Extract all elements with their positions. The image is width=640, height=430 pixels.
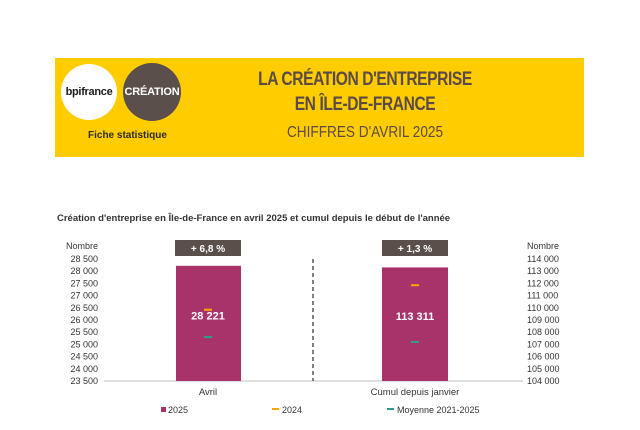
right-tick-label: 113 000: [527, 266, 559, 276]
bar-2025: [382, 267, 448, 381]
legend-swatch-2025: [161, 407, 166, 412]
left-tick-label: 28 500: [70, 254, 98, 264]
left-tick-label: 27 500: [70, 278, 98, 288]
creation-logo: CRÉATION: [123, 63, 181, 121]
bar-value-label: 28 221: [191, 310, 225, 322]
bar-value-label: 113 311: [396, 311, 435, 323]
right-tick-label: 106 000: [527, 352, 560, 362]
right-tick-label: 109 000: [527, 315, 560, 325]
right-tick-label: 107 000: [527, 339, 560, 349]
left-tick-label: 25 500: [70, 327, 98, 337]
right-tick-label: 104 000: [527, 376, 560, 386]
left-tick-label: 25 000: [70, 339, 98, 349]
right-tick-label: 111 000: [527, 291, 558, 301]
header-banner: bpifrance CRÉATION Fiche statistique LA …: [55, 58, 584, 157]
left-tick-label: 23 500: [70, 376, 98, 386]
right-tick-label: 114 000: [527, 254, 559, 264]
right-tick-label: 105 000: [527, 364, 560, 374]
right-tick-label: 112 000: [527, 278, 559, 288]
left-axis-label: Nombre: [66, 241, 98, 251]
left-tick-label: 26 500: [70, 303, 98, 313]
fiche-statistique-label: Fiche statistique: [88, 130, 167, 141]
legend-label-moyenne: Moyenne 2021-2025: [397, 405, 480, 415]
chart-title: Création d'entreprise en Île-de-France e…: [57, 213, 451, 224]
page-title-line1: LA CRÉATION D'ENTREPRISE: [258, 69, 472, 90]
category-label: Cumul depuis janvier: [371, 387, 460, 398]
legend-label-2024: 2024: [282, 405, 302, 415]
left-tick-label: 24 000: [70, 364, 98, 374]
variation-badge-label: + 6,8 %: [191, 244, 225, 255]
left-tick-label: 28 000: [70, 266, 98, 276]
variation-badge: [175, 240, 241, 256]
legend-label-2025: 2025: [168, 405, 188, 415]
right-tick-label: 108 000: [527, 327, 560, 337]
page-title-line2: EN ÎLE-DE-FRANCE: [294, 94, 436, 115]
left-tick-label: 24 500: [70, 352, 98, 362]
left-tick-label: 27 000: [70, 291, 98, 301]
right-axis-label: Nombre: [527, 241, 559, 251]
bpifrance-logo: bpifrance: [61, 64, 117, 120]
page-subtitle: CHIFFRES D'AVRIL 2025: [286, 124, 444, 141]
variation-badge-label: + 1,3 %: [398, 244, 432, 255]
variation-badge: [382, 240, 448, 256]
category-label: Avril: [199, 387, 217, 398]
bar-2025: [176, 265, 241, 381]
left-tick-label: 26 000: [70, 315, 98, 325]
right-tick-label: 110 000: [527, 303, 559, 313]
